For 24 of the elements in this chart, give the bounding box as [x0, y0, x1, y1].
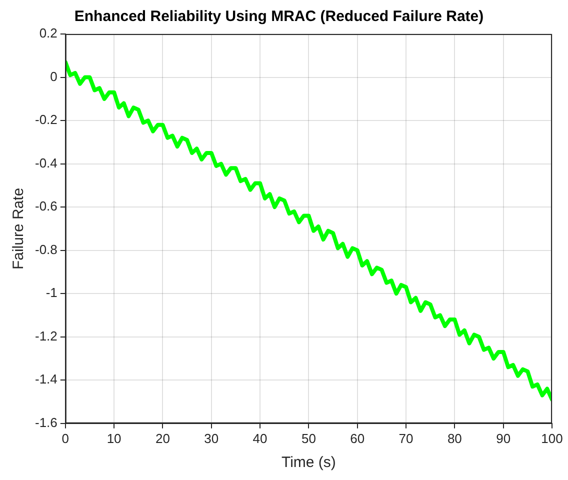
y-tick-label: -1.2 — [34, 328, 58, 344]
x-tick-label: 80 — [447, 430, 462, 446]
x-tick-label: 30 — [204, 430, 219, 446]
y-tick-label: -1 — [46, 285, 58, 300]
x-tick-label: 40 — [252, 430, 268, 446]
x-tick-label: 100 — [541, 430, 563, 446]
x-axis-title: Time (s) — [281, 454, 336, 472]
x-tick-label: 70 — [398, 430, 414, 446]
y-tick-label: -0.4 — [34, 155, 58, 170]
y-tick-label: 0 — [50, 68, 58, 84]
y-tick-label: -0.2 — [34, 112, 58, 128]
chart-title: Enhanced Reliability Using MRAC (Reduced Failure Rate) — [74, 8, 484, 26]
x-tick-label: 0 — [62, 430, 70, 446]
y-tick-label: -0.8 — [34, 242, 58, 257]
x-tick-label: 10 — [106, 430, 122, 446]
y-axis-title: Failure Rate — [10, 188, 28, 270]
x-tick-label: 50 — [301, 430, 316, 446]
y-tick-label: 0.2 — [39, 26, 58, 41]
x-tick-label: 20 — [155, 430, 170, 446]
y-tick-label: -0.6 — [34, 198, 58, 214]
x-tick-label: 90 — [496, 430, 511, 446]
x-tick-label: 60 — [350, 430, 365, 446]
y-tick-label: -1.4 — [34, 372, 58, 387]
y-tick-label: -1.6 — [34, 414, 58, 430]
